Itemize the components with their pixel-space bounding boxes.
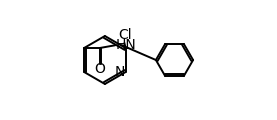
Text: O: O (94, 62, 105, 76)
Text: Cl: Cl (118, 28, 132, 42)
Text: N: N (115, 65, 125, 79)
Text: HN: HN (116, 38, 137, 52)
